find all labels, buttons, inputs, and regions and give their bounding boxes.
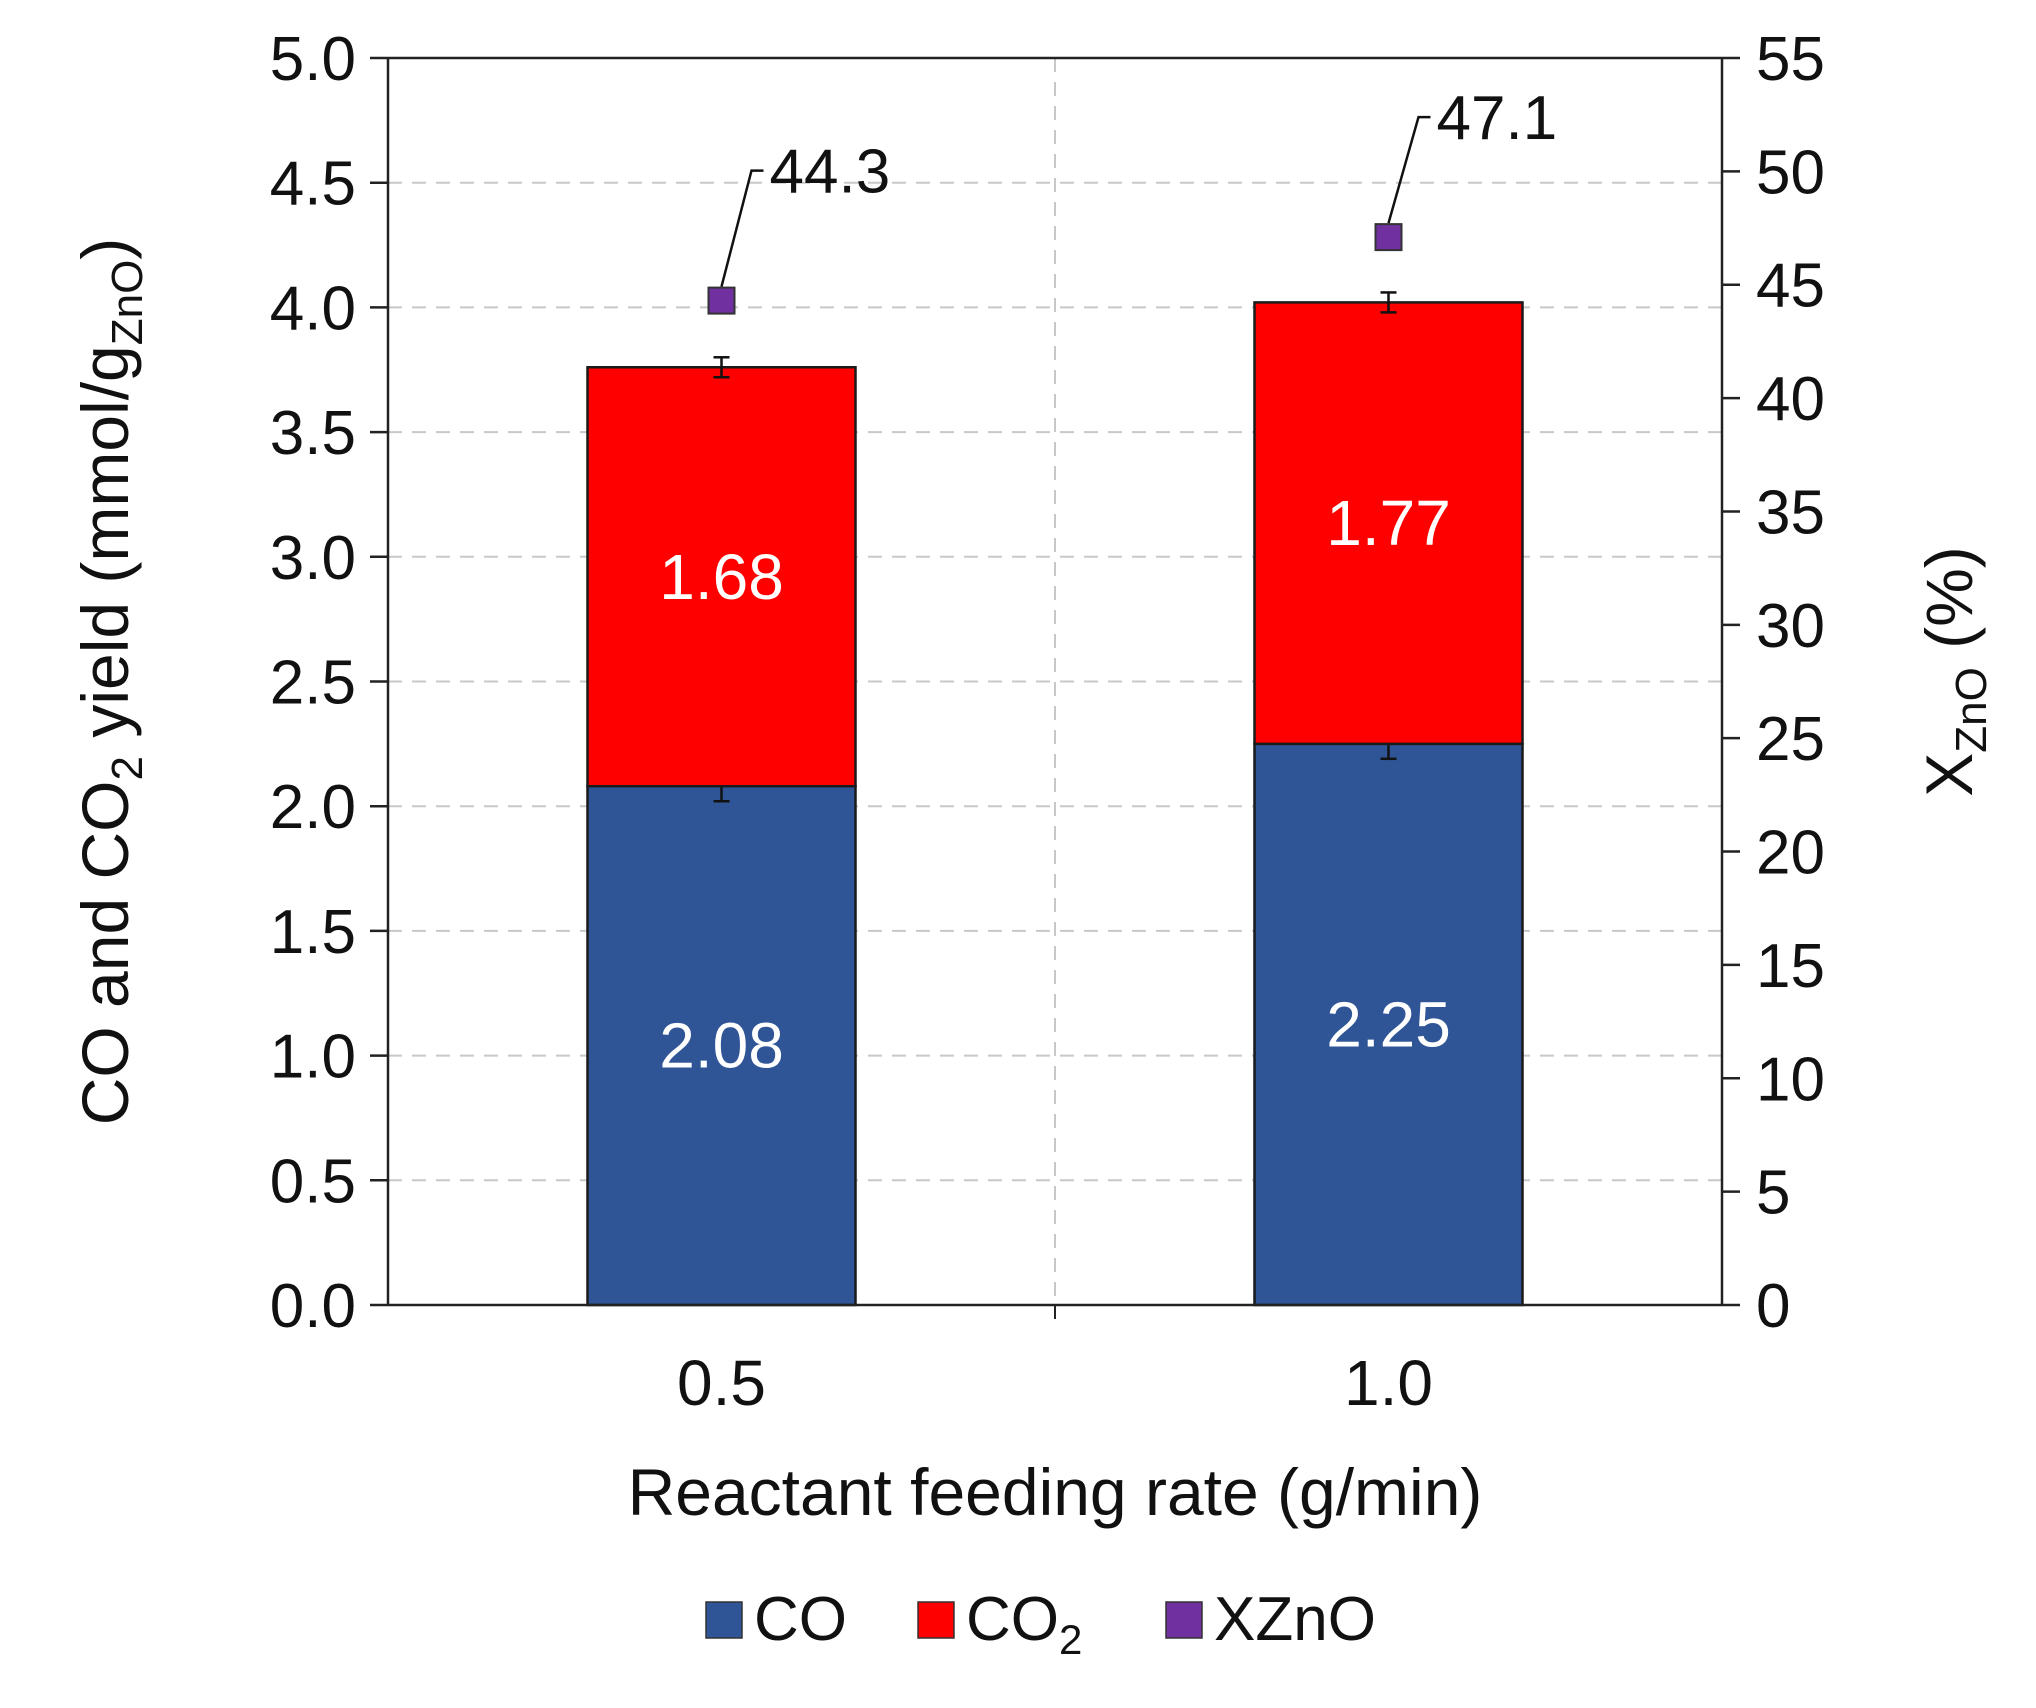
axes: 0.0 0.5 1.0 1.5 2.0 2.5 3.0 3.5 4.0 4.5 5.0 0 5 10 15 2… xyxy=(68,25,1996,1529)
y2-tick-label: 55 xyxy=(1756,25,1825,94)
y2-tick-label: 45 xyxy=(1756,252,1825,321)
bar-value-label: 1.77 xyxy=(1326,487,1451,559)
legend-swatch-1 xyxy=(917,1601,955,1639)
legend-label-1: CO2 xyxy=(966,1585,1082,1663)
y-tick-label: 4.5 xyxy=(270,150,356,219)
y2-axis-title: XZnO (%) xyxy=(1912,546,1996,797)
bar-co-1 xyxy=(1253,742,1524,1307)
legend-label-0: CO xyxy=(754,1585,847,1654)
y-axis-title: CO and CO2 yield (mmol/gZnO) xyxy=(68,238,152,1126)
y2-tick-label: 15 xyxy=(1756,932,1825,1001)
bars xyxy=(586,223,1524,1307)
marker-leader-line xyxy=(720,169,764,287)
legend-label-2: XZnO xyxy=(1214,1585,1376,1654)
y2-tick-label: 50 xyxy=(1756,138,1825,207)
bar-co2-1 xyxy=(1253,301,1524,746)
marker-leader-line xyxy=(1387,115,1431,224)
x-axis-title: Reactant feeding rate (g/min) xyxy=(628,1455,1483,1529)
xzno-marker-1 xyxy=(1374,223,1403,252)
y2-tick-label: 40 xyxy=(1756,365,1825,434)
x-tick-label: 0.5 xyxy=(677,1347,766,1419)
legend: CO CO2 XZnO xyxy=(705,1585,1376,1663)
y-tick-label: 1.5 xyxy=(270,898,356,967)
legend-swatch-2 xyxy=(1165,1601,1203,1639)
bar-value-label: 1.68 xyxy=(659,541,784,613)
y-tick-label: 0.5 xyxy=(270,1147,356,1216)
y2-tick-label: 0 xyxy=(1756,1272,1790,1341)
y2-tick-label: 30 xyxy=(1756,592,1825,661)
bar-value-label: 2.08 xyxy=(659,1010,784,1082)
y2-tick-label: 20 xyxy=(1756,819,1825,888)
y-tick-label: 5.0 xyxy=(270,25,356,94)
xzno-marker-0 xyxy=(707,286,736,315)
y-tick-label: 3.0 xyxy=(270,524,356,593)
y-tick-label: 1.0 xyxy=(270,1023,356,1092)
y2-tick-label: 35 xyxy=(1756,478,1825,547)
legend-swatch-0 xyxy=(705,1601,743,1639)
x-tick-label: 1.0 xyxy=(1344,1347,1433,1419)
y2-tick-label: 25 xyxy=(1756,705,1825,774)
y-tick-label: 4.0 xyxy=(270,274,356,343)
y-tick-label: 0.0 xyxy=(270,1272,356,1341)
labels: 2.08 1.68 2.25 1.77 44.3 47.1 xyxy=(659,84,1557,1082)
y2-tick-label: 5 xyxy=(1756,1159,1790,1228)
y-tick-label: 2.0 xyxy=(270,773,356,842)
y-tick-label: 2.5 xyxy=(270,649,356,718)
bar-value-label: 2.25 xyxy=(1326,988,1451,1060)
y-tick-label: 3.5 xyxy=(270,399,356,468)
xzno-value-label: 44.3 xyxy=(770,138,891,207)
y2-tick-label: 10 xyxy=(1756,1045,1825,1114)
xzno-value-label: 47.1 xyxy=(1437,84,1558,153)
